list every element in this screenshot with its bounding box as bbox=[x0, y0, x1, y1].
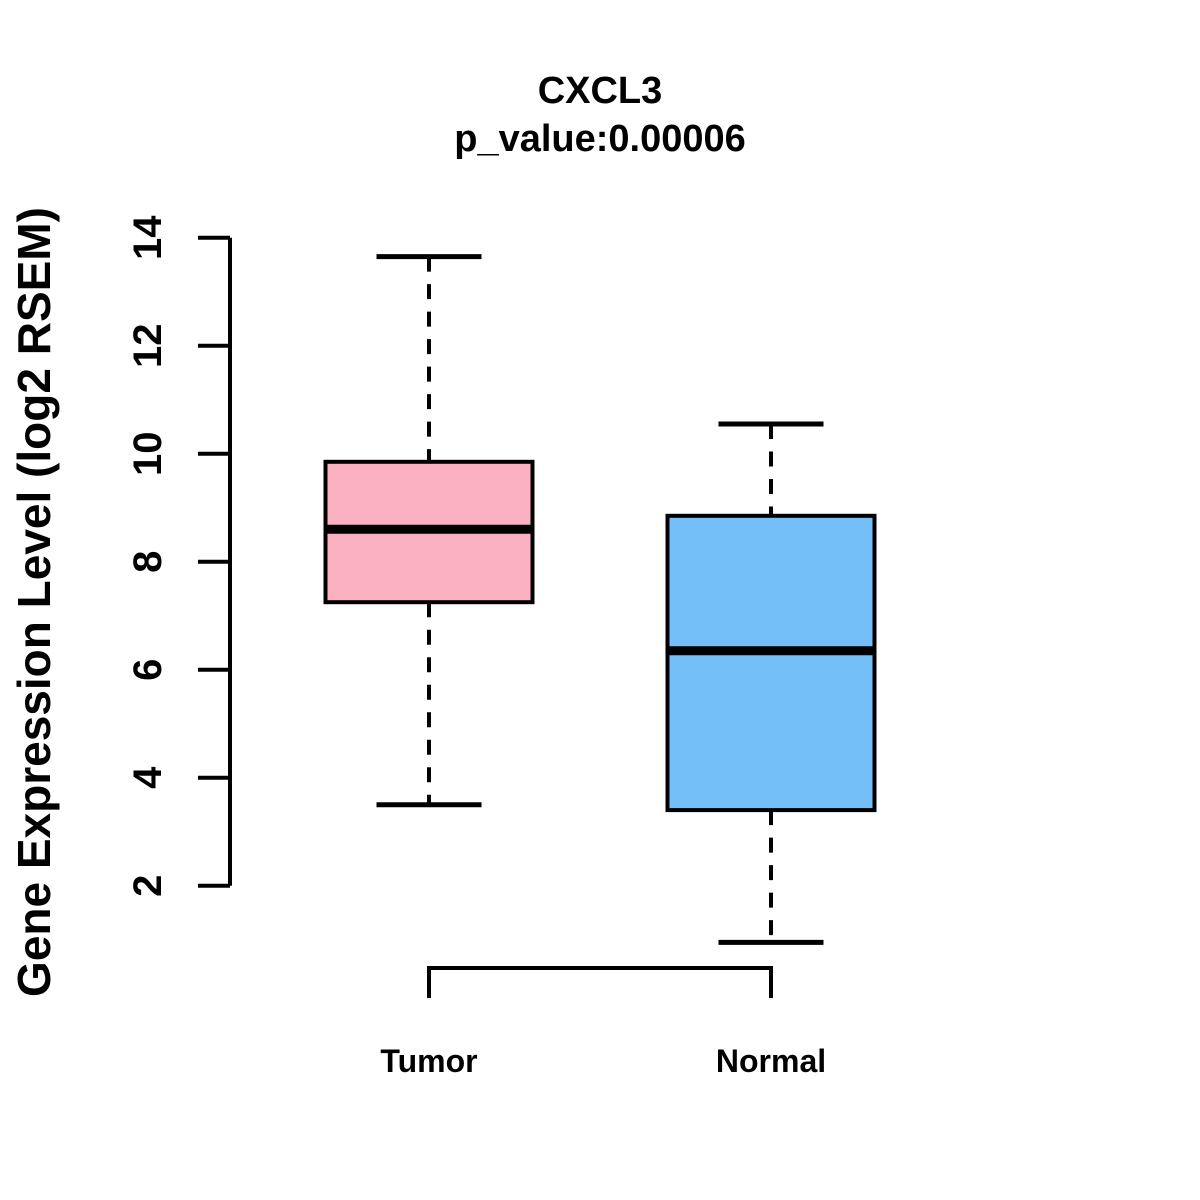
y-axis-tick-label: 12 bbox=[126, 323, 170, 368]
comparison-bracket bbox=[427, 966, 773, 998]
y-axis-tick-label: 6 bbox=[126, 659, 170, 681]
x-axis-label-normal: Normal bbox=[716, 1043, 826, 1079]
y-axis-tick-label: 2 bbox=[126, 875, 170, 897]
chart-title: CXCL3 bbox=[537, 70, 663, 112]
y-axis-tick-label: 8 bbox=[126, 551, 170, 573]
box-normal bbox=[665, 513, 877, 813]
x-axis-label-tumor: Tumor bbox=[380, 1043, 477, 1079]
y-axis-tick-label: 10 bbox=[126, 431, 170, 476]
chart-subtitle: p_value:0.00006 bbox=[454, 118, 746, 160]
y-axis-tick-label: 4 bbox=[126, 766, 170, 789]
y-axis-tick-label: 14 bbox=[126, 215, 170, 260]
